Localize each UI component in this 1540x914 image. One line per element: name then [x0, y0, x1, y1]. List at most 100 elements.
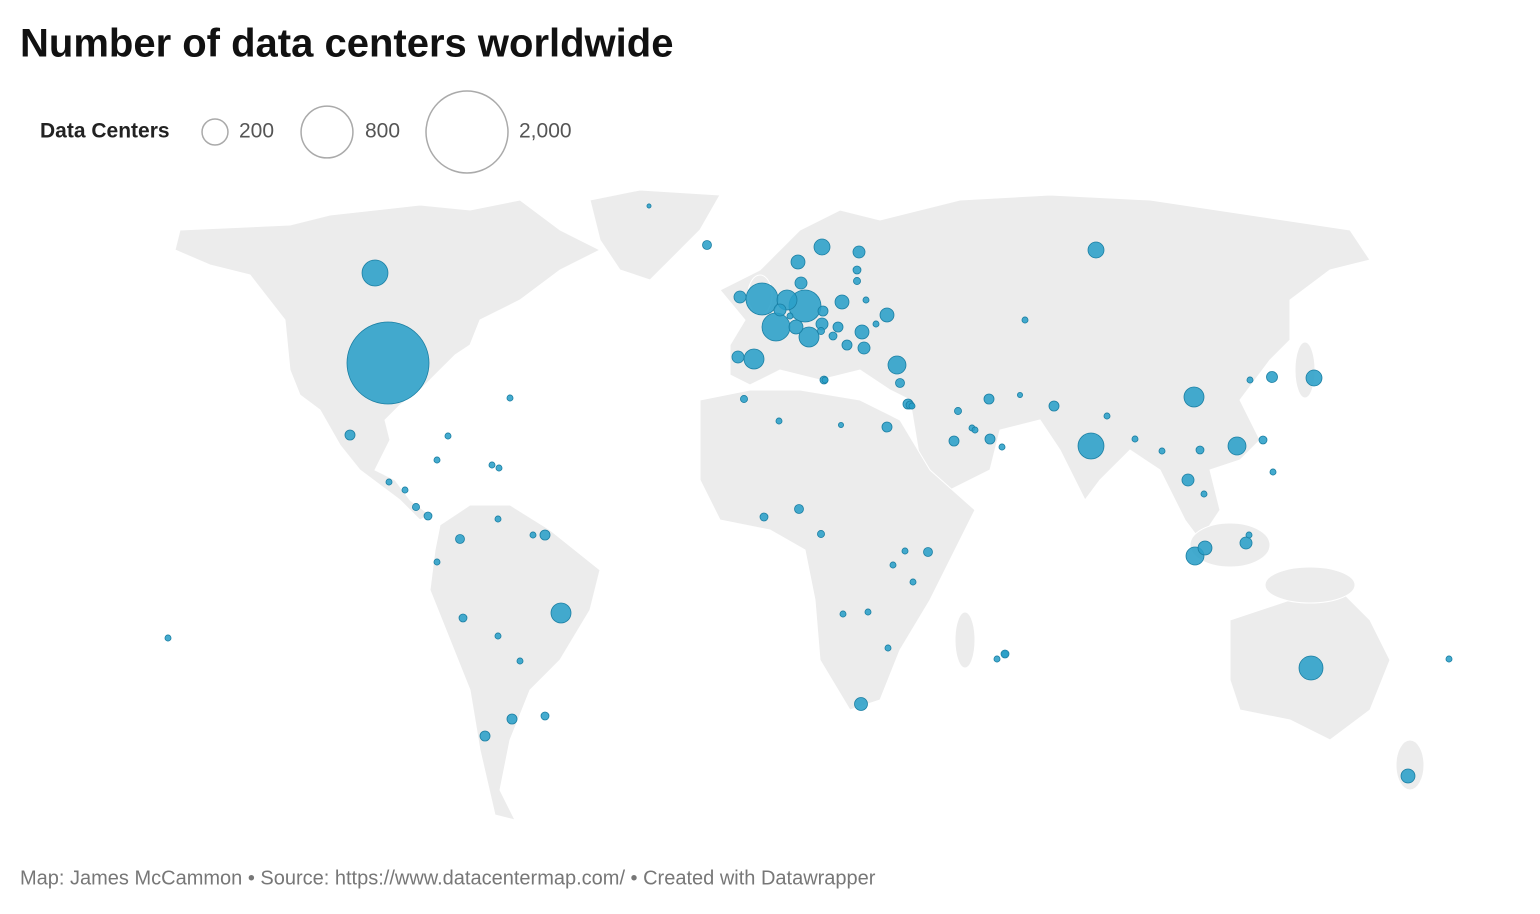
bubble [529, 531, 537, 539]
bubble [1400, 768, 1416, 784]
bubble [412, 503, 420, 511]
bubble [853, 277, 861, 285]
bubble [834, 294, 850, 310]
bubble [872, 320, 880, 328]
bubble [1246, 376, 1254, 384]
bubble [745, 282, 779, 316]
bubble [401, 486, 409, 494]
bubble [839, 610, 847, 618]
bubble [954, 407, 962, 415]
bubble [702, 240, 712, 250]
bubble [740, 395, 748, 403]
bubble [821, 376, 829, 384]
bubble [539, 529, 551, 541]
bubble [455, 534, 465, 544]
bubble [444, 432, 452, 440]
bubble [1183, 386, 1205, 408]
bubble [794, 504, 804, 514]
bubble [887, 355, 907, 375]
bubble [731, 350, 745, 364]
legend-circle [300, 105, 354, 159]
bubble [1298, 655, 1324, 681]
legend-label: 200 [239, 120, 274, 143]
bubble [1239, 536, 1253, 550]
bubble [864, 608, 872, 616]
bubble [908, 402, 916, 410]
bubble [385, 478, 393, 486]
bubble [1266, 371, 1278, 383]
bubble [788, 319, 804, 335]
bubble [494, 515, 502, 523]
bubble [971, 426, 979, 434]
bubble [423, 511, 433, 521]
bubble [495, 464, 503, 472]
bubble [909, 578, 917, 586]
land [429, 504, 601, 821]
bubbles [164, 203, 1453, 784]
bubble [838, 422, 844, 428]
legend-title: Data Centers [40, 120, 170, 143]
bubble [857, 341, 871, 355]
bubble [923, 547, 933, 557]
bubble [1227, 436, 1247, 456]
bubble [646, 203, 652, 209]
bubble [488, 461, 496, 469]
bubble [879, 307, 895, 323]
bubble [817, 530, 825, 538]
bubble [901, 547, 909, 555]
bubble [361, 259, 389, 287]
bubble [993, 655, 1001, 663]
legend-label: 2,000 [519, 120, 572, 143]
bubble [881, 421, 893, 433]
bubble [1017, 392, 1023, 398]
bubble [852, 265, 862, 275]
bubble [773, 303, 787, 317]
bubble [761, 312, 791, 342]
bubble [344, 429, 356, 441]
land [589, 189, 721, 281]
bubble [813, 238, 831, 256]
bubble [1021, 316, 1029, 324]
bubble [841, 339, 853, 351]
bubble [1245, 531, 1253, 539]
land [699, 389, 976, 711]
bubble [828, 331, 838, 341]
bubble [790, 254, 806, 270]
bubble [832, 321, 844, 333]
bubble [433, 558, 441, 566]
legend-circle [425, 90, 509, 174]
bubble [852, 245, 866, 259]
bubble [798, 326, 820, 348]
bubble [998, 443, 1006, 451]
bubble [1197, 540, 1213, 556]
bubble [494, 632, 502, 640]
bubble [817, 327, 825, 335]
bubble [506, 713, 518, 725]
bubble [164, 634, 172, 642]
bubble [895, 378, 905, 388]
bubble [540, 711, 550, 721]
bubble [1445, 655, 1453, 663]
bubble [1087, 241, 1105, 259]
bubble [983, 393, 995, 405]
bubble [1077, 432, 1105, 460]
bubble [1258, 435, 1268, 445]
bubble [1195, 445, 1205, 455]
bubble [1131, 435, 1139, 443]
bubble [733, 290, 747, 304]
bubble [854, 697, 868, 711]
bubble [948, 435, 960, 447]
bubble [506, 394, 514, 402]
bubble [1200, 490, 1208, 498]
bubble [889, 561, 897, 569]
land [719, 194, 1371, 541]
bubble [817, 305, 829, 317]
bubble [1103, 412, 1111, 420]
bubble [346, 321, 430, 405]
bubble [743, 348, 765, 370]
footer: Map: James McCammon • Source: https://ww… [20, 867, 876, 889]
bubble [458, 613, 468, 623]
bubble [433, 456, 441, 464]
bubble [479, 730, 491, 742]
bubble [1269, 468, 1277, 476]
